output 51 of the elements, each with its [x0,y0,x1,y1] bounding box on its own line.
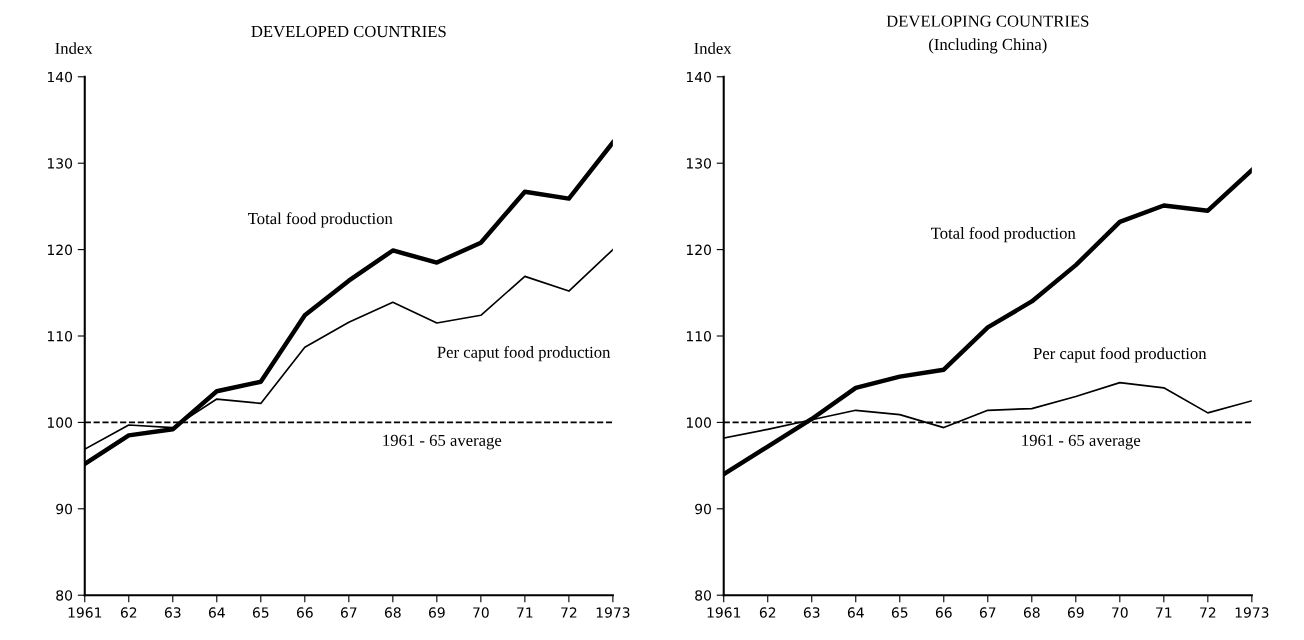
y-tick-label: 100 [686,417,711,428]
series-label: Total food production [248,212,393,228]
x-tick-label: 1961 [707,607,741,618]
x-tick-label: 67 [340,607,357,618]
chart-title: DEVELOPING COUNTRIES [886,15,1089,27]
x-tick-label: 72 [561,607,577,618]
x-tick-label: 69 [428,607,445,618]
x-tick-label: 66 [935,607,952,618]
x-tick-label: 67 [979,607,996,618]
x-tick-label: 65 [252,607,269,618]
x-tick-label: 68 [384,607,401,618]
y-tick-label: 140 [686,71,711,83]
y-tick-label: 130 [47,158,73,169]
series-label: Per caput food production [437,345,611,362]
x-tick-label: 62 [759,607,776,618]
y-tick-label: 130 [686,158,711,169]
ref-line-label: 1961 - 65 average [1022,434,1141,450]
y-tick-label: 120 [47,244,73,256]
x-tick-label: 1961 [68,607,102,618]
x-tick-label: 64 [208,607,225,618]
y-axis-title: Index [694,42,732,54]
x-tick-label: 62 [120,607,137,618]
y-tick-label: 140 [47,71,73,83]
y-axis-title: Index [55,42,93,54]
x-tick-label: 1973 [596,607,630,618]
y-tick-label: 110 [686,330,711,342]
x-tick-label: 69 [1067,607,1084,618]
chart-title: DEVELOPED COUNTRIES [251,25,446,38]
x-tick-label: 70 [1112,607,1128,618]
y-tick-label: 100 [47,417,73,428]
x-tick-label: 63 [164,607,181,618]
y-tick-label: 110 [47,330,73,342]
x-tick-label: 66 [296,607,313,618]
x-tick-label: 70 [473,607,489,618]
x-tick-label: 68 [1023,607,1040,618]
x-tick-label: 71 [517,607,533,618]
x-tick-label: 71 [1156,607,1172,618]
ref-line-label: 1961 - 65 average [383,434,502,450]
x-tick-label: 64 [847,607,864,618]
x-tick-label: 1973 [1235,607,1269,618]
x-tick-label: 65 [891,607,908,618]
chart-subtitle: (Including China) [929,38,1047,54]
y-tick-label: 120 [686,244,711,256]
y-tick-label: 90 [56,503,73,515]
y-tick-label: 80 [695,590,711,601]
x-tick-label: 63 [803,607,820,618]
y-tick-label: 90 [695,503,711,515]
y-tick-label: 80 [56,590,73,601]
x-tick-label: 72 [1200,607,1216,618]
series-label: Total food production [931,226,1076,243]
series-label: Per caput food production [1033,347,1207,363]
